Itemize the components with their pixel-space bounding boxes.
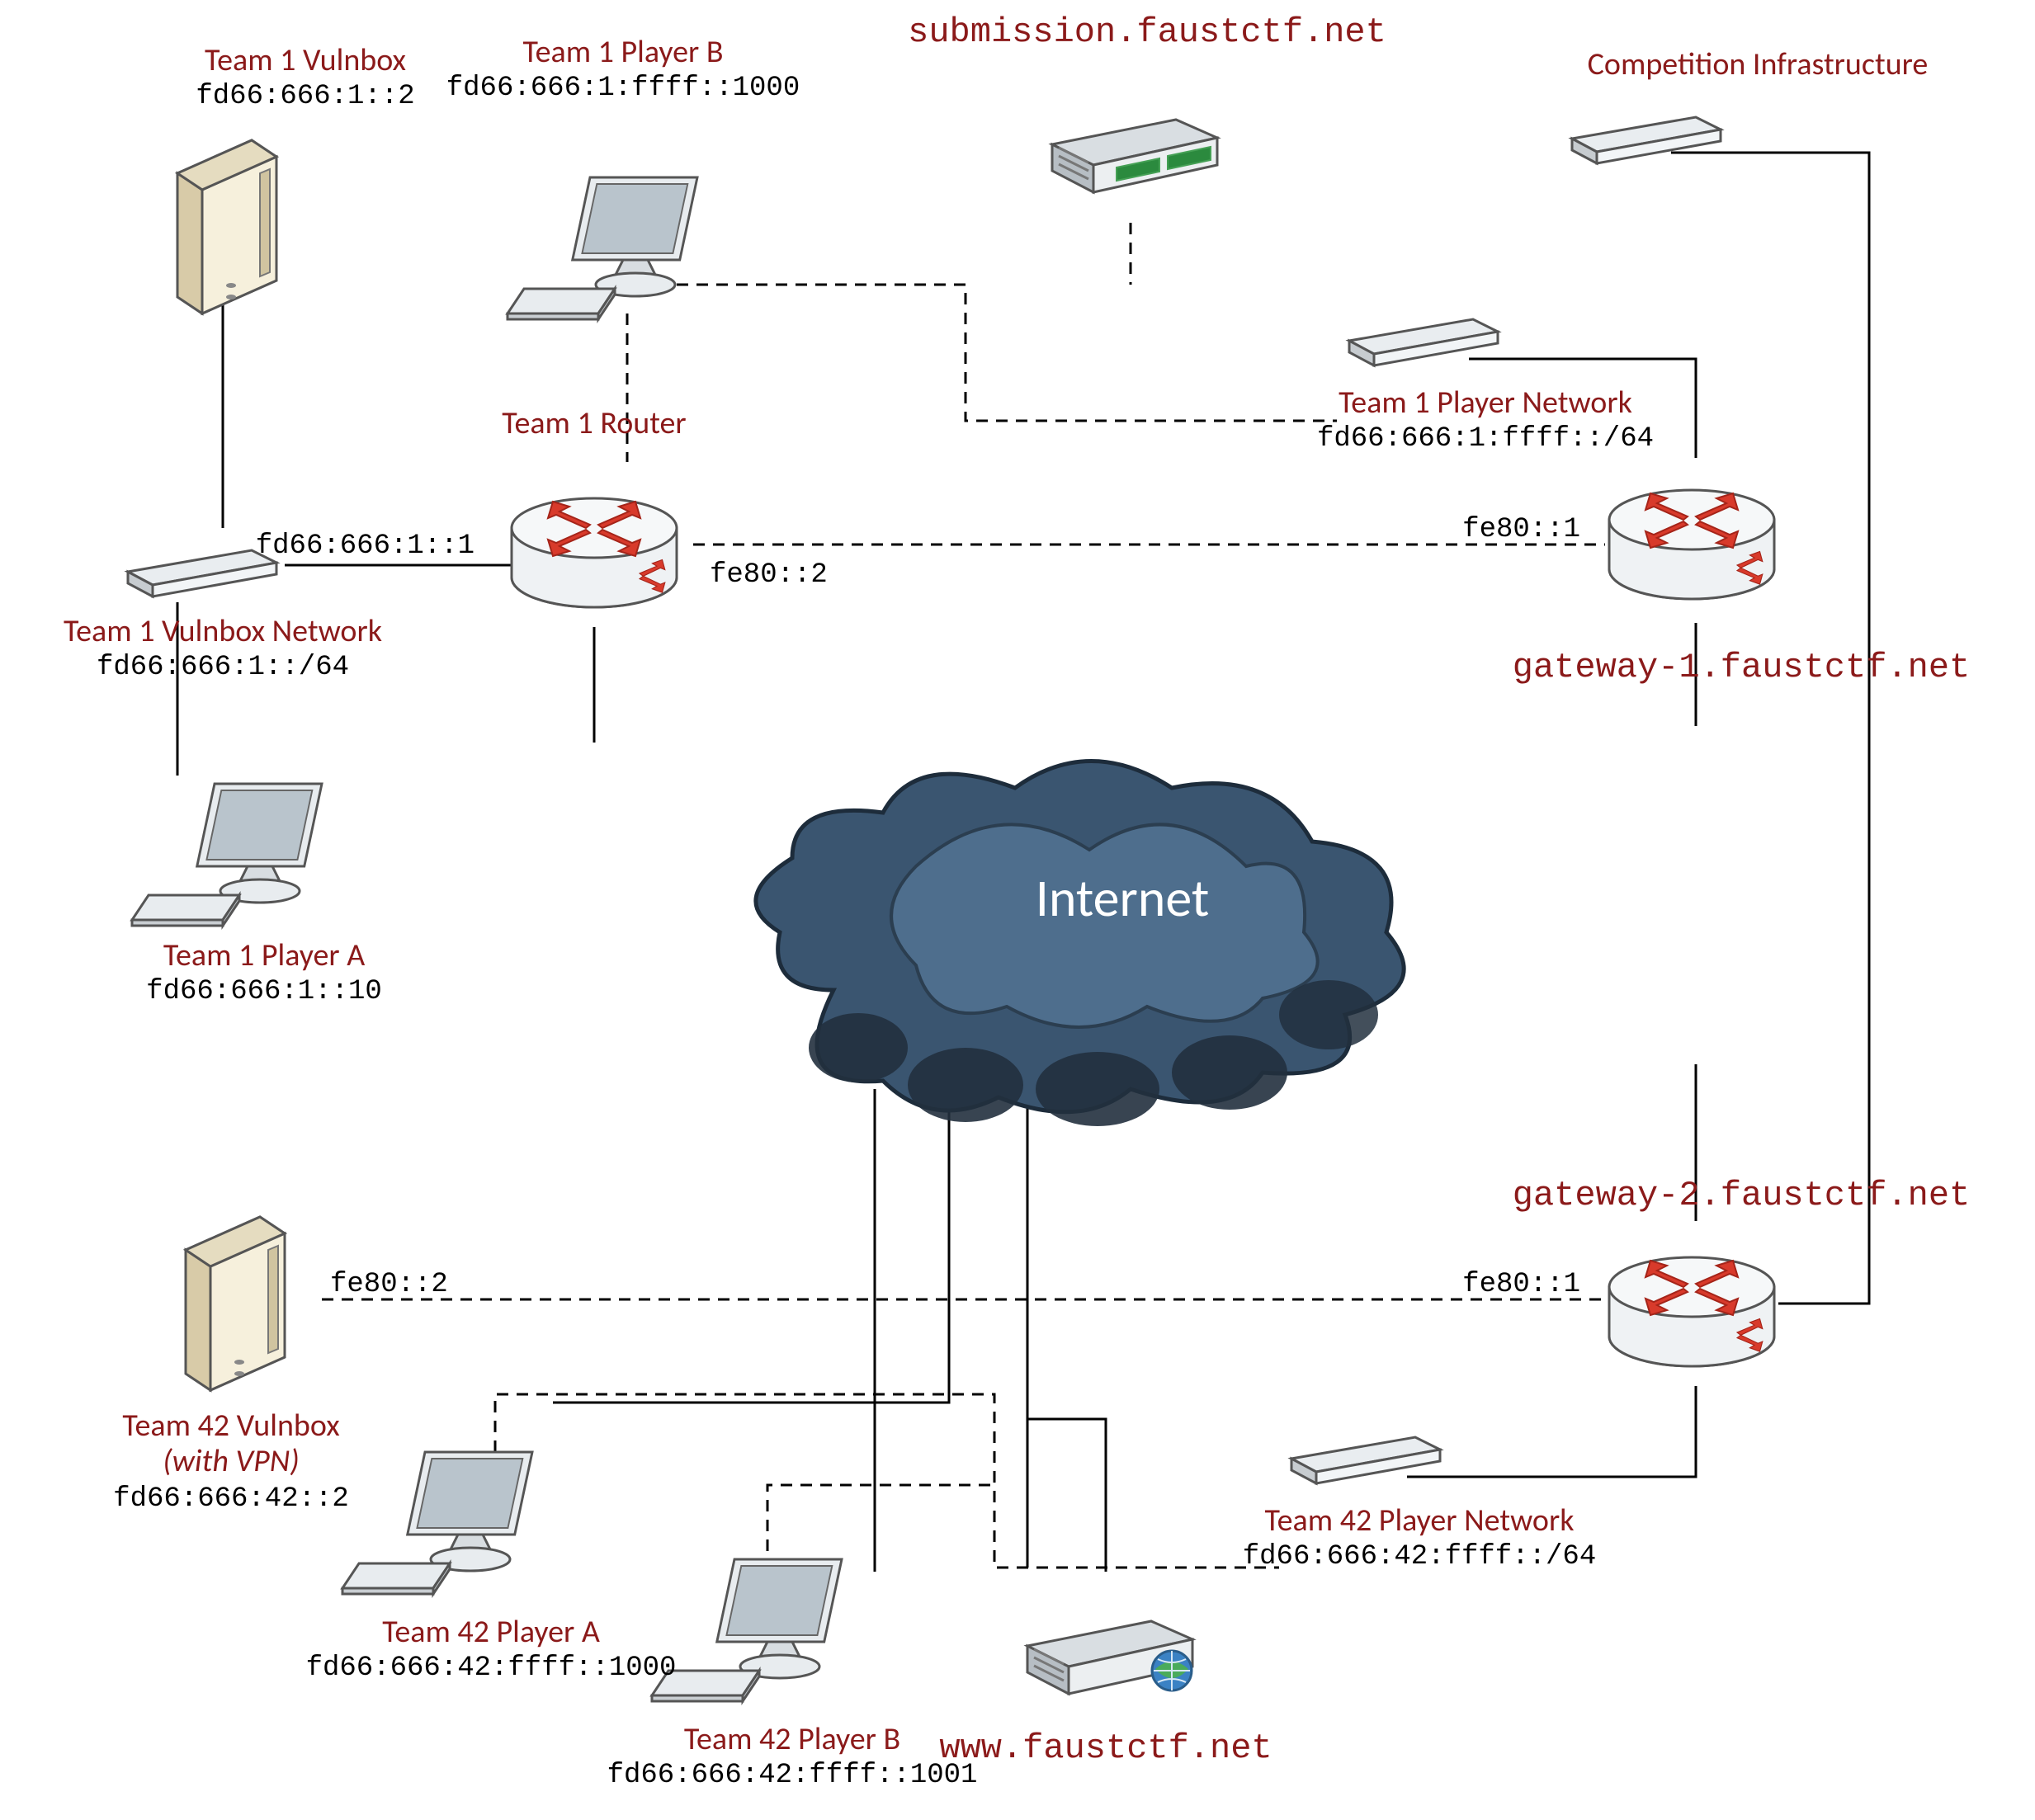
label-team42-player-a-addr: fd66:666:42:ffff::1000: [306, 1653, 677, 1684]
node-internet-icon: [756, 761, 1404, 1127]
label-team1-player-b-addr: fd66:666:1:ffff::1000: [446, 73, 800, 104]
edge-solid: [1407, 1386, 1696, 1477]
node-team1_player_a-icon: [132, 784, 322, 926]
edge-solid: [553, 1106, 949, 1403]
node-team42_player_b-icon: [652, 1559, 842, 1701]
node-gateway2-icon: [1609, 1257, 1774, 1366]
label-team42-vulnbox-right: fe80::2: [330, 1269, 448, 1300]
label-gateway2-title: gateway-2.faustctf.net: [1513, 1176, 1971, 1215]
label-team42-player-b-title: Team 42 Player B: [684, 1720, 900, 1758]
label-gateway2-left: fe80::1: [1462, 1269, 1580, 1300]
label-team1-vulnbox-addr: fd66:666:1::2: [196, 81, 414, 112]
network-diagram: Team 1 Vulnboxfd66:666:1::2Team 1 Player…: [0, 0, 2035, 1820]
edge-dashed: [767, 1485, 994, 1551]
label-team1-router-left: fd66:666:1::1: [256, 530, 475, 562]
label-team1-player-net-title: Team 1 Player Network: [1339, 384, 1632, 422]
label-team1-player-a-title: Team 1 Player A: [163, 936, 365, 974]
label-team1-player-a-addr: fd66:666:1::10: [146, 976, 382, 1007]
label-team42-vulnbox-title2: (with VPN): [163, 1442, 299, 1480]
label-www-title: www.faustctf.net: [939, 1728, 1272, 1768]
node-team1_router-icon: [512, 498, 677, 607]
label-team42-player-net-addr: fd66:666:42:ffff::/64: [1243, 1541, 1596, 1572]
node-team1_player_b-icon: [508, 177, 697, 319]
node-comp_infra-icon: [1572, 117, 1721, 163]
label-team1-vulnbox-net-addr: fd66:666:1::/64: [97, 652, 349, 683]
node-team42_player_a-icon: [342, 1452, 532, 1594]
node-team1_vulnbox-icon: [177, 140, 276, 314]
edge-solid: [1671, 153, 1869, 536]
label-submission-title: submission.faustctf.net: [908, 12, 1386, 52]
edge-solid: [1027, 1419, 1106, 1572]
node-team42_vulnbox-icon: [186, 1217, 285, 1390]
label-team1-vulnbox-title: Team 1 Vulnbox: [205, 41, 407, 79]
node-team1_vulnbox_net-icon: [128, 550, 276, 596]
label-internet: Internet: [1036, 866, 1210, 931]
node-submission-icon: [1052, 120, 1217, 192]
label-team42-player-a-title: Team 42 Player A: [382, 1613, 600, 1651]
label-team42-vulnbox-addr: fd66:666:42::2: [113, 1483, 349, 1515]
label-team1-router-title: Team 1 Router: [502, 404, 686, 442]
node-www-icon: [1027, 1621, 1192, 1694]
label-team1-player-b-title: Team 1 Player B: [522, 33, 723, 71]
label-team1-player-net-addr: fd66:666:1:ffff::/64: [1317, 423, 1654, 455]
label-team42-player-b-addr: fd66:666:42:ffff::1001: [607, 1760, 978, 1791]
label-gateway1-title: gateway-1.faustctf.net: [1513, 648, 1971, 687]
label-gateway1-left: fe80::1: [1462, 514, 1580, 545]
label-team42-vulnbox-title: Team 42 Vulnbox: [122, 1407, 340, 1445]
edge-dashed: [495, 1394, 1279, 1568]
label-comp-infra-title: Competition Infrastructure: [1588, 45, 1929, 83]
node-gateway1-icon: [1609, 490, 1774, 599]
edge-dashed: [677, 285, 1337, 421]
label-team1-router-right: fe80::2: [710, 559, 828, 591]
label-team42-player-net-title: Team 42 Player Network: [1265, 1502, 1575, 1539]
label-team1-vulnbox-net-title: Team 1 Vulnbox Network: [64, 612, 382, 650]
